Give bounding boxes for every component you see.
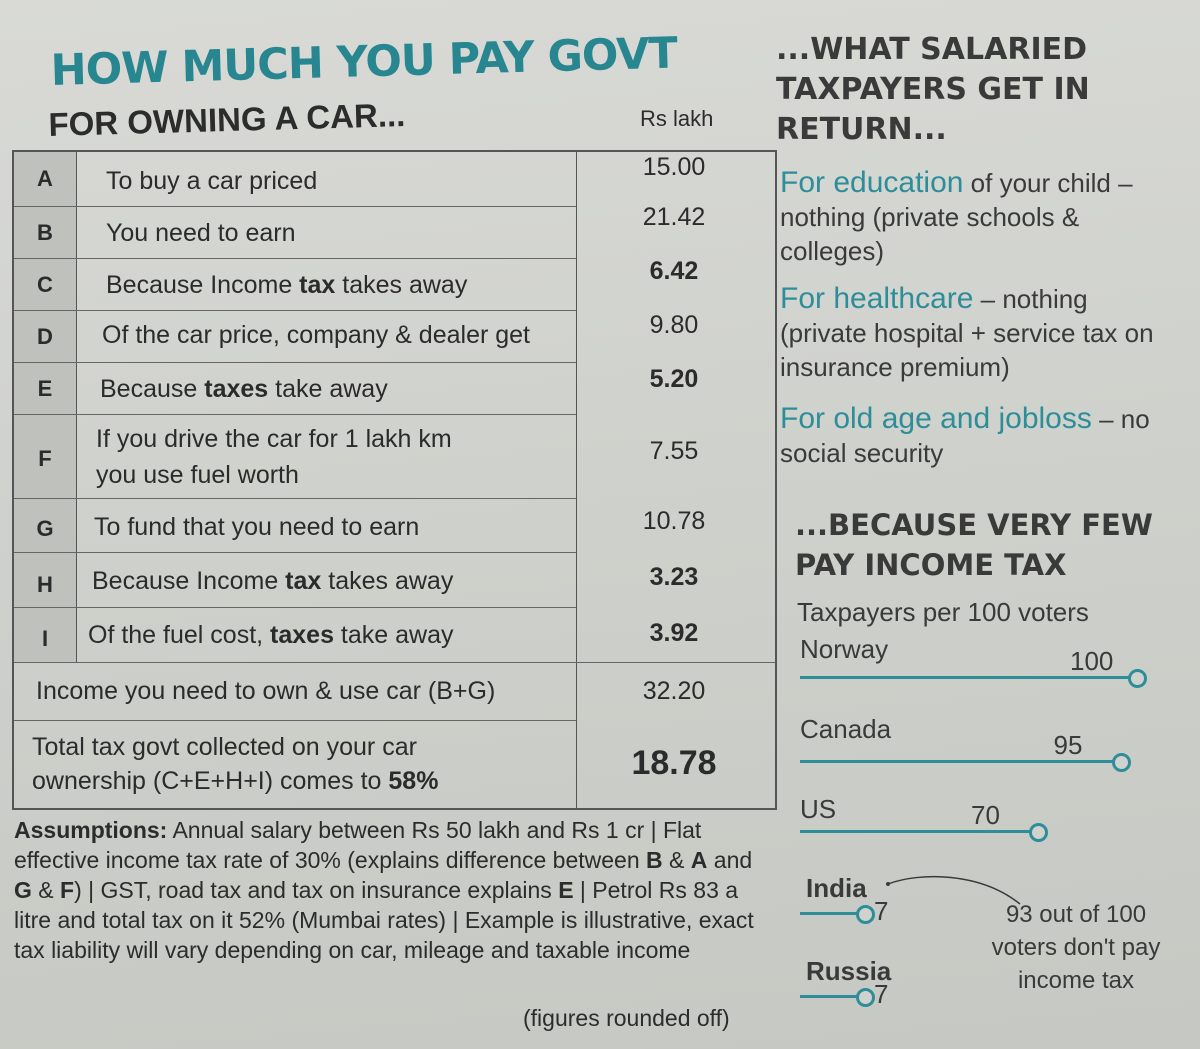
bar-end-marker [856, 905, 875, 924]
row-divider [14, 552, 576, 553]
education-item: For education of your child – nothing (p… [780, 166, 1133, 266]
row-label: Because Income tax takes away [92, 567, 454, 595]
row-letter: I [41, 626, 49, 651]
sub-headline: FOR OWNING A CAR... [48, 96, 406, 143]
value-bar [800, 995, 858, 998]
value-label: 7 [874, 896, 889, 926]
row-value: 5.20 [649, 365, 699, 393]
row-divider [14, 206, 576, 207]
row-divider [14, 310, 576, 311]
row-letter: E [37, 376, 53, 401]
row-value: 6.42 [649, 257, 699, 285]
value-bar [800, 676, 1130, 679]
row-value: 7.55 [649, 437, 699, 465]
bar-end-marker [1111, 753, 1131, 772]
value-bar [800, 760, 1114, 763]
row-label: Of the fuel cost, taxes take away [88, 621, 454, 649]
total-label-line2: ownership (C+E+H+I) comes to 58% [32, 767, 439, 795]
row-divider [14, 662, 775, 663]
country-label: India [806, 873, 867, 903]
income-value: 32.20 [642, 677, 706, 705]
country-label: US [800, 794, 837, 824]
country-label: Canada [800, 714, 892, 744]
unit-label: Rs lakh [640, 106, 714, 131]
country-label: Norway [800, 634, 889, 664]
total-value: 18.78 [631, 744, 717, 782]
row-value: 3.92 [649, 619, 699, 647]
row-value: 9.80 [649, 311, 699, 339]
value-label: 7 [874, 979, 889, 1009]
value-divider [576, 152, 577, 808]
row-divider [14, 414, 576, 415]
letter-column [14, 152, 76, 662]
row-letter: D [37, 324, 53, 349]
bar-end-marker [856, 988, 875, 1007]
row-value: 21.42 [642, 203, 706, 231]
value-label: 95 [1053, 730, 1083, 760]
row-letter: G [36, 516, 54, 541]
bar-end-marker [1029, 823, 1048, 842]
row-letter: F [38, 446, 52, 471]
row-value: 15.00 [642, 153, 706, 181]
row-letter: C [37, 272, 53, 297]
chart-subtitle: Taxpayers per 100 voters [797, 597, 1089, 627]
total-label-line1: Total tax govt collected on your car [32, 733, 417, 761]
main-headline: HOW MUCH YOU PAY GOVT [50, 28, 678, 96]
row-divider [14, 498, 576, 499]
income-label: Income you need to own & use car (B+G) [36, 677, 496, 705]
row-letter: B [37, 220, 53, 245]
value-label: 100 [1070, 646, 1114, 676]
row-label: To fund that you need to earn [94, 513, 420, 541]
right-headline: ...WHAT SALARIED TAXPAYERS GET IN RETURN… [776, 32, 1090, 147]
rounded-note: (figures rounded off) [523, 1005, 730, 1031]
row-label: Of the car price, company & dealer get [102, 321, 530, 349]
assumptions-note: Assumptions: Annual salary between Rs 50… [14, 817, 754, 963]
row-letter: A [37, 166, 53, 191]
column-divider [76, 152, 77, 662]
healthcare-item: For healthcare – nothing (private hospit… [780, 282, 1154, 382]
callout-note: 93 out of 100 voters don't pay income ta… [991, 901, 1161, 994]
row-label-line2: you use fuel worth [96, 461, 299, 489]
row-letter: H [37, 572, 53, 597]
row-divider [14, 258, 576, 259]
row-value: 10.78 [642, 507, 706, 535]
row-divider [14, 362, 576, 363]
value-label: 70 [971, 800, 1000, 830]
row-label: You need to earn [106, 219, 296, 247]
bar-end-marker [1128, 669, 1147, 688]
value-bar [800, 830, 1031, 833]
country-label: Russia [806, 956, 892, 986]
callout-arrow [886, 875, 1021, 905]
oldage-item: For old age and jobloss – no social secu… [780, 402, 1150, 468]
row-divider [14, 720, 576, 721]
row-divider [14, 607, 576, 608]
row-label-line1: If you drive the car for 1 lakh km [96, 425, 452, 453]
row-value: 3.23 [649, 563, 699, 591]
row-label: Because Income tax takes away [106, 271, 468, 299]
row-label: To buy a car priced [106, 167, 318, 195]
right-headline-2: ...BECAUSE VERY FEW PAY INCOME TAX [795, 508, 1153, 582]
cost-table: A To buy a car priced 15.00 B You need t… [12, 150, 777, 810]
value-bar [800, 912, 858, 915]
row-label: Because taxes take away [100, 375, 388, 403]
